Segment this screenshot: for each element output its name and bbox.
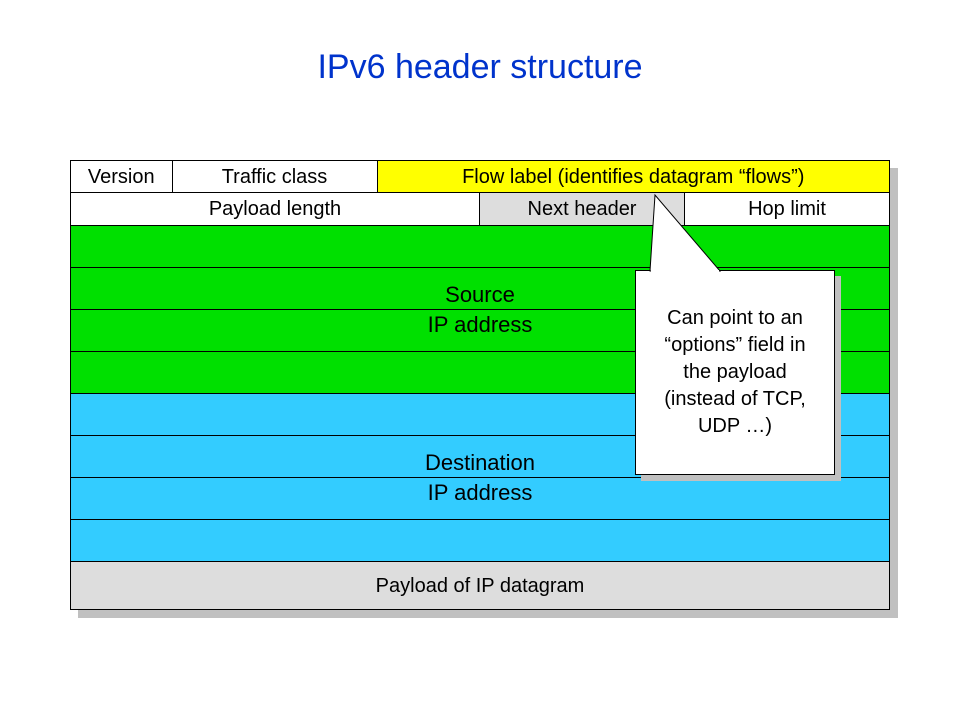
diagram-title: IPv6 header structure [0, 48, 960, 87]
field-version: Version [70, 160, 173, 193]
next-header-callout-text: Can point to an “options” field in the p… [648, 305, 822, 440]
row-2: Payload length Next header Hop limit [70, 193, 890, 226]
field-payload-length: Payload length [70, 193, 480, 226]
field-next-header-label: Next header [528, 196, 637, 222]
field-flow-label: Flow label (identifies datagram “flows”) [378, 160, 891, 193]
field-hop-limit: Hop limit [685, 193, 890, 226]
next-header-callout: Can point to an “options” field in the p… [635, 270, 835, 475]
field-payload-length-label: Payload length [209, 196, 341, 222]
field-flow-label-label: Flow label (identifies datagram “flows”) [462, 164, 804, 190]
field-traffic-class: Traffic class [173, 160, 378, 193]
field-traffic-class-label: Traffic class [222, 164, 328, 190]
field-payload-label: Payload of IP datagram [376, 573, 585, 599]
field-version-label: Version [88, 164, 155, 190]
field-hop-limit-label: Hop limit [748, 196, 826, 222]
field-next-header: Next header [480, 193, 685, 226]
row-1: Version Traffic class Flow label (identi… [70, 160, 890, 193]
field-payload: Payload of IP datagram [70, 562, 890, 610]
